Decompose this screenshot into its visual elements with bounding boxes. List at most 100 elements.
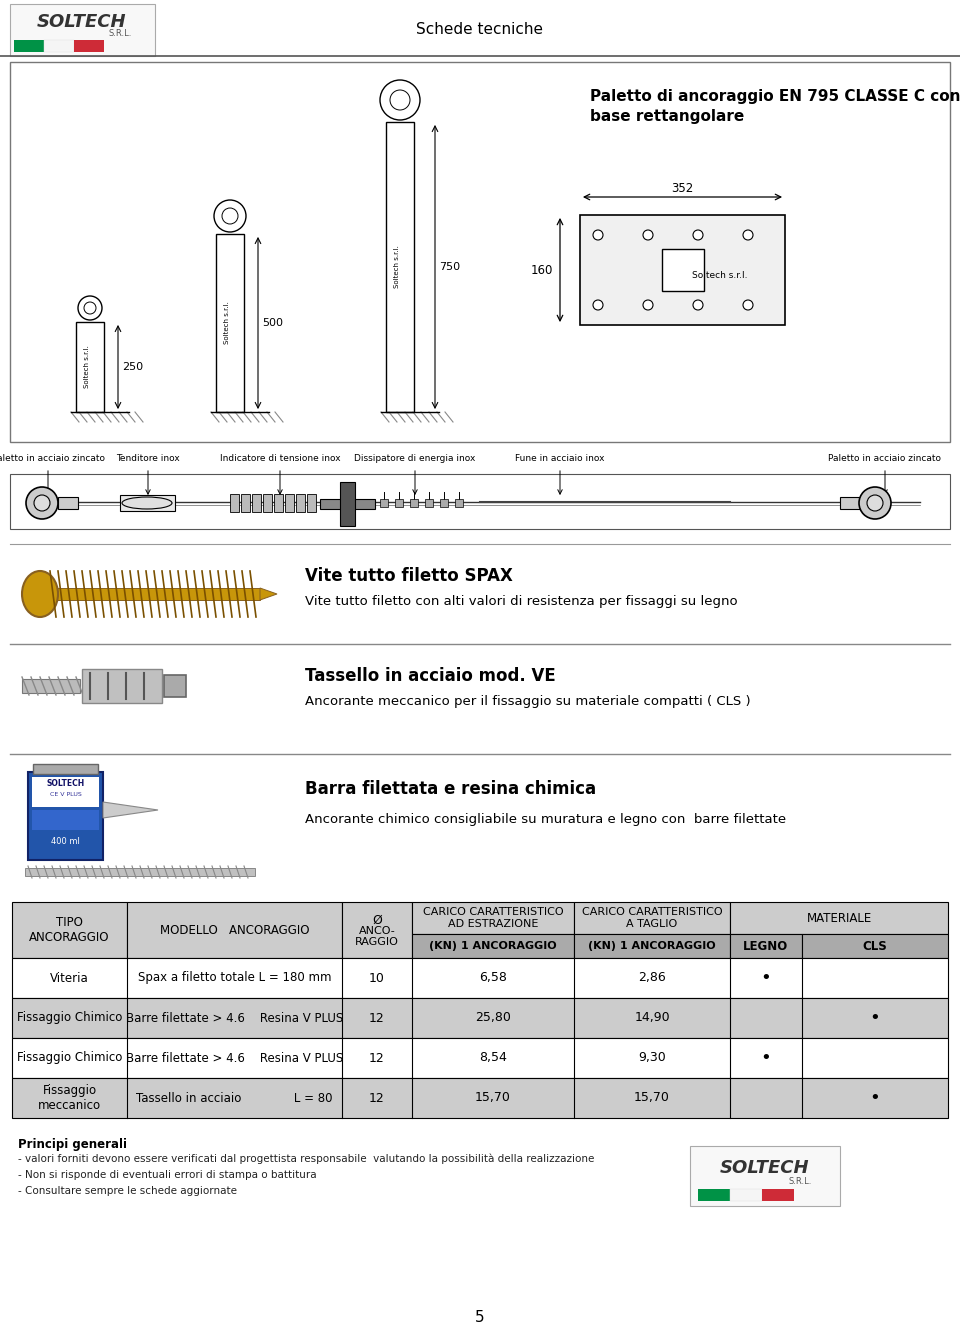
Circle shape	[34, 496, 50, 510]
Bar	[320, 500, 375, 509]
Bar	[32, 778, 99, 807]
Bar	[12, 902, 127, 958]
Circle shape	[78, 295, 102, 320]
Text: Ancorante chimico consigliabile su muratura e legno con  barre filettate: Ancorante chimico consigliabile su murat…	[305, 813, 786, 826]
Bar	[410, 500, 418, 508]
Circle shape	[222, 208, 238, 224]
Bar	[10, 4, 155, 56]
Circle shape	[693, 299, 703, 310]
Text: 9,30: 9,30	[638, 1052, 666, 1065]
Text: CLS: CLS	[863, 940, 887, 952]
Text: ANCO-: ANCO-	[359, 927, 396, 936]
Bar	[230, 494, 239, 512]
Bar	[82, 669, 162, 702]
Text: •: •	[870, 1009, 880, 1027]
Bar	[10, 474, 950, 529]
Text: Indicatore di tensione inox: Indicatore di tensione inox	[220, 454, 340, 463]
Bar	[25, 868, 255, 876]
Text: Vite tutto filetto con alti valori di resistenza per fissaggi su legno: Vite tutto filetto con alti valori di re…	[305, 595, 737, 608]
Text: Paletto in acciaio zincato: Paletto in acciaio zincato	[0, 454, 105, 463]
Text: 15,70: 15,70	[634, 1092, 670, 1104]
Bar	[690, 1146, 840, 1206]
Polygon shape	[260, 588, 277, 600]
Bar	[395, 500, 403, 508]
Bar	[14, 40, 44, 52]
Bar	[380, 500, 388, 508]
Text: Barra filettata e resina chimica: Barra filettata e resina chimica	[305, 780, 596, 798]
Bar	[307, 494, 316, 512]
Text: Paletto di ancoraggio EN 795 CLASSE C con: Paletto di ancoraggio EN 795 CLASSE C co…	[590, 90, 960, 105]
Bar	[455, 500, 463, 508]
Text: 14,90: 14,90	[635, 1011, 670, 1025]
Bar	[840, 497, 860, 509]
Bar	[698, 1189, 730, 1201]
Text: 10: 10	[369, 971, 385, 984]
Bar	[22, 680, 80, 693]
Text: 12: 12	[370, 1092, 385, 1104]
Text: Fune in acciaio inox: Fune in acciaio inox	[516, 454, 605, 463]
Text: (KN) 1 ANCORAGGIO: (KN) 1 ANCORAGGIO	[588, 941, 716, 951]
Bar	[762, 1189, 794, 1201]
Bar	[730, 902, 948, 933]
Bar	[76, 322, 104, 412]
Bar	[241, 494, 250, 512]
Text: Barre filettate > 4.6    Resina V PLUS: Barre filettate > 4.6 Resina V PLUS	[126, 1052, 343, 1065]
Bar	[44, 40, 74, 52]
Text: Dissipatore di energia inox: Dissipatore di energia inox	[354, 454, 476, 463]
Bar	[574, 902, 730, 933]
Bar	[50, 588, 260, 600]
Circle shape	[84, 302, 96, 314]
Text: Barre filettate > 4.6    Resina V PLUS: Barre filettate > 4.6 Resina V PLUS	[126, 1011, 343, 1025]
Text: Principi generali: Principi generali	[18, 1138, 127, 1151]
Circle shape	[859, 488, 891, 518]
Text: •: •	[870, 1089, 880, 1107]
Bar	[574, 933, 730, 958]
Text: Soltech s.r.l.: Soltech s.r.l.	[394, 246, 400, 289]
Bar	[661, 248, 704, 291]
Ellipse shape	[122, 497, 172, 509]
Text: Spax a filetto totale L = 180 mm: Spax a filetto totale L = 180 mm	[137, 971, 331, 984]
Circle shape	[643, 299, 653, 310]
Polygon shape	[103, 802, 158, 818]
Bar	[12, 998, 948, 1038]
Text: 400 ml: 400 ml	[51, 838, 80, 846]
Text: 12: 12	[370, 1011, 385, 1025]
Bar	[342, 902, 412, 958]
Text: 250: 250	[123, 363, 144, 372]
Text: RAGGIO: RAGGIO	[355, 937, 399, 947]
Bar	[285, 494, 294, 512]
Bar	[296, 494, 305, 512]
Circle shape	[743, 299, 753, 310]
Circle shape	[214, 200, 246, 232]
Bar	[12, 958, 948, 998]
Circle shape	[643, 230, 653, 240]
Text: Ø: Ø	[372, 913, 382, 927]
Bar	[32, 810, 99, 830]
Text: Vite tutto filetto SPAX: Vite tutto filetto SPAX	[305, 567, 513, 586]
Bar	[412, 933, 574, 958]
Bar	[386, 122, 414, 412]
Text: - valori forniti devono essere verificati dal progettista responsabile  valutand: - valori forniti devono essere verificat…	[18, 1154, 594, 1164]
Text: 8,54: 8,54	[479, 1052, 507, 1065]
Text: 12: 12	[370, 1052, 385, 1065]
Text: 6,58: 6,58	[479, 971, 507, 984]
Text: Paletto in acciaio zincato: Paletto in acciaio zincato	[828, 454, 942, 463]
Text: 160: 160	[531, 263, 553, 277]
Text: Tassello in acciaio              L = 80: Tassello in acciaio L = 80	[136, 1092, 333, 1104]
Text: 15,70: 15,70	[475, 1092, 511, 1104]
Text: (KN) 1 ANCORAGGIO: (KN) 1 ANCORAGGIO	[429, 941, 557, 951]
Text: - Consultare sempre le schede aggiornate: - Consultare sempre le schede aggiornate	[18, 1186, 237, 1197]
Text: 500: 500	[262, 318, 283, 328]
Bar	[580, 215, 785, 325]
Bar	[274, 494, 283, 512]
Text: TIPO
ANCORAGGIO: TIPO ANCORAGGIO	[29, 916, 109, 944]
Circle shape	[743, 230, 753, 240]
Bar	[216, 234, 244, 412]
Ellipse shape	[22, 571, 58, 616]
Bar	[440, 500, 448, 508]
Text: 2,86: 2,86	[638, 971, 666, 984]
Bar	[802, 933, 948, 958]
Bar	[730, 933, 802, 958]
Text: Schede tecniche: Schede tecniche	[417, 23, 543, 38]
Circle shape	[593, 299, 603, 310]
